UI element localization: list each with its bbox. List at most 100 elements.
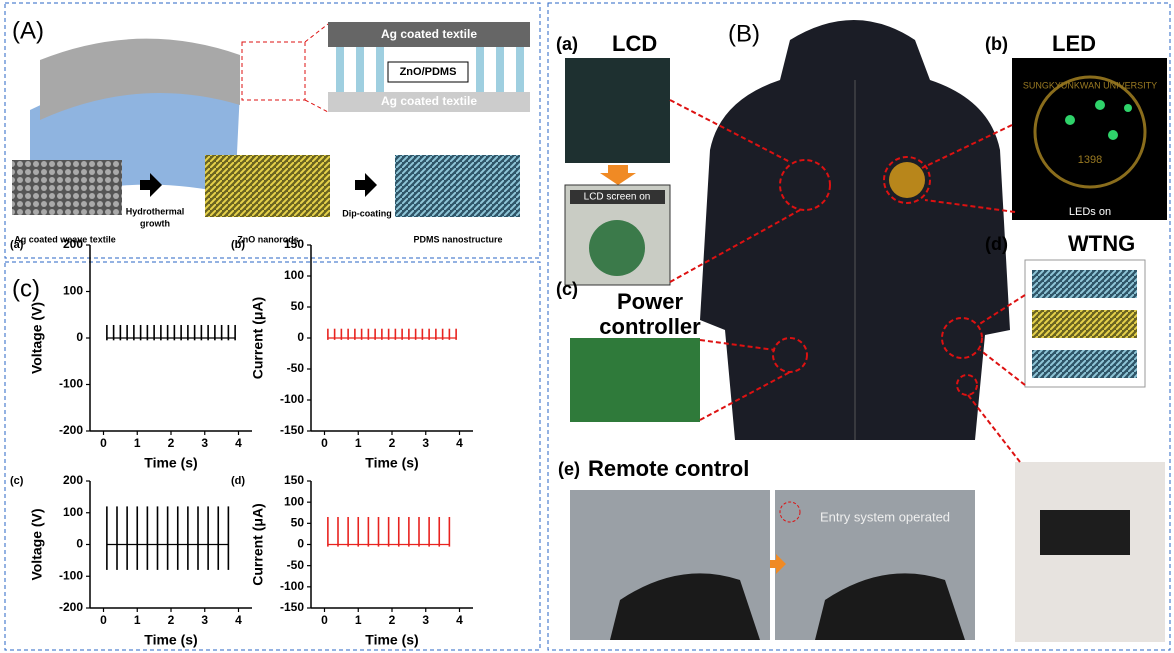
item-title: controller xyxy=(599,314,701,339)
chart-tag: (c) xyxy=(10,475,24,487)
x-tick-label: 4 xyxy=(235,436,242,450)
y-tick-label: 100 xyxy=(63,505,83,519)
y-tick-label: 50 xyxy=(291,516,305,530)
x-axis-label: Time (s) xyxy=(144,632,197,648)
x-axis-label: Time (s) xyxy=(365,632,418,648)
y-tick-label: 100 xyxy=(284,268,304,282)
item-tag: (b) xyxy=(985,34,1008,54)
y-axis-label: Voltage (V) xyxy=(29,302,45,374)
logo xyxy=(589,220,645,276)
y-tick-label: 100 xyxy=(63,284,83,298)
chart-tag: (d) xyxy=(231,475,245,487)
y-tick-label: -100 xyxy=(59,377,83,391)
y-tick-label: 0 xyxy=(76,537,83,551)
x-tick-label: 2 xyxy=(168,436,175,450)
y-tick-label: -100 xyxy=(280,392,304,406)
process-image xyxy=(12,160,122,215)
image-caption: LEDs on xyxy=(1069,206,1111,218)
x-tick-label: 0 xyxy=(100,436,107,450)
y-tick-label: -50 xyxy=(287,558,305,572)
x-tick-label: 3 xyxy=(422,613,429,627)
item-title: LCD xyxy=(612,31,657,56)
panel-label: (B) xyxy=(728,20,760,47)
x-axis-label: Time (s) xyxy=(144,455,197,471)
x-tick-label: 3 xyxy=(201,436,208,450)
x-tick-label: 4 xyxy=(235,613,242,627)
logo-text: SUNGKYUNKWAN UNIVERSITY xyxy=(1023,80,1157,90)
lcd-image xyxy=(565,58,670,163)
y-tick-label: -200 xyxy=(59,423,83,437)
panel-label: (A) xyxy=(12,17,44,44)
y-tick-label: -100 xyxy=(59,568,83,582)
layer-label: Ag coated textile xyxy=(381,27,477,41)
item-title: WTNG xyxy=(1068,231,1135,256)
zoom-line xyxy=(305,24,328,42)
item-tag: (e) xyxy=(558,459,580,479)
arrow xyxy=(355,173,377,197)
zoom-box xyxy=(242,42,305,100)
panel-border xyxy=(5,262,540,650)
x-tick-label: 2 xyxy=(168,613,175,627)
y-tick-label: 200 xyxy=(63,237,83,251)
wtng-layer xyxy=(1032,350,1137,378)
wtng-layer xyxy=(1032,310,1137,338)
x-axis-label: Time (s) xyxy=(365,455,418,471)
x-tick-label: 0 xyxy=(100,613,107,627)
y-tick-label: 50 xyxy=(291,299,305,313)
y-tick-label: 100 xyxy=(284,494,304,508)
x-tick-label: 2 xyxy=(389,613,396,627)
y-axis-label: Current (μA) xyxy=(250,297,266,379)
panel-label: (c) xyxy=(12,275,40,302)
x-tick-label: 3 xyxy=(422,436,429,450)
figure: (A) Ag coated textile Ag coated textile … xyxy=(0,0,1174,653)
y-tick-label: 150 xyxy=(284,237,304,251)
process-image xyxy=(205,155,330,217)
y-tick-label: 0 xyxy=(76,330,83,344)
arrow-label: Hydrothermal xyxy=(126,206,185,216)
x-tick-label: 3 xyxy=(201,613,208,627)
step-label: PDMS nanostructure xyxy=(413,234,502,244)
item-title: Power xyxy=(617,289,683,314)
y-tick-label: -150 xyxy=(280,600,304,614)
x-tick-label: 1 xyxy=(355,613,362,627)
x-tick-label: 1 xyxy=(355,436,362,450)
x-tick-label: 0 xyxy=(321,613,328,627)
page: { "panel_A":{"label":"(A)","layer_top":"… xyxy=(0,0,1174,653)
arrow-label: growth xyxy=(140,218,170,228)
y-axis-label: Current (μA) xyxy=(250,503,266,585)
chart-tag: (b) xyxy=(231,239,245,251)
zoom-line xyxy=(305,100,328,112)
y-tick-label: -200 xyxy=(59,600,83,614)
x-tick-label: 1 xyxy=(134,436,141,450)
arrow-label: Dip-coating xyxy=(342,208,392,218)
logo-text: 1398 xyxy=(1078,154,1102,166)
y-tick-label: -50 xyxy=(287,361,305,375)
y-tick-label: 200 xyxy=(63,473,83,487)
layer-label: ZnO/PDMS xyxy=(400,66,457,78)
item-tag: (a) xyxy=(556,34,578,54)
y-tick-label: 0 xyxy=(297,330,304,344)
image-caption: LCD screen on xyxy=(584,192,651,203)
item-tag: (c) xyxy=(556,279,578,299)
item-title: Remote control xyxy=(588,456,749,481)
wtng-layer xyxy=(1032,270,1137,298)
item-tag: (d) xyxy=(985,234,1008,254)
x-tick-label: 4 xyxy=(456,613,463,627)
image-caption: Entry system operated xyxy=(820,509,950,524)
x-tick-label: 0 xyxy=(321,436,328,450)
controller-image xyxy=(570,338,700,422)
process-image xyxy=(395,155,520,217)
y-tick-label: 150 xyxy=(284,473,304,487)
chart-tag: (a) xyxy=(10,239,24,251)
layer-label: Ag coated textile xyxy=(381,94,477,108)
item-title: LED xyxy=(1052,31,1096,56)
y-axis-label: Voltage (V) xyxy=(29,508,45,580)
arrow xyxy=(600,165,636,185)
y-tick-label: -150 xyxy=(280,423,304,437)
x-tick-label: 1 xyxy=(134,613,141,627)
y-tick-label: 0 xyxy=(297,537,304,551)
y-tick-label: -100 xyxy=(280,579,304,593)
wristband xyxy=(1040,510,1130,555)
x-tick-label: 2 xyxy=(389,436,396,450)
logo xyxy=(889,162,925,198)
